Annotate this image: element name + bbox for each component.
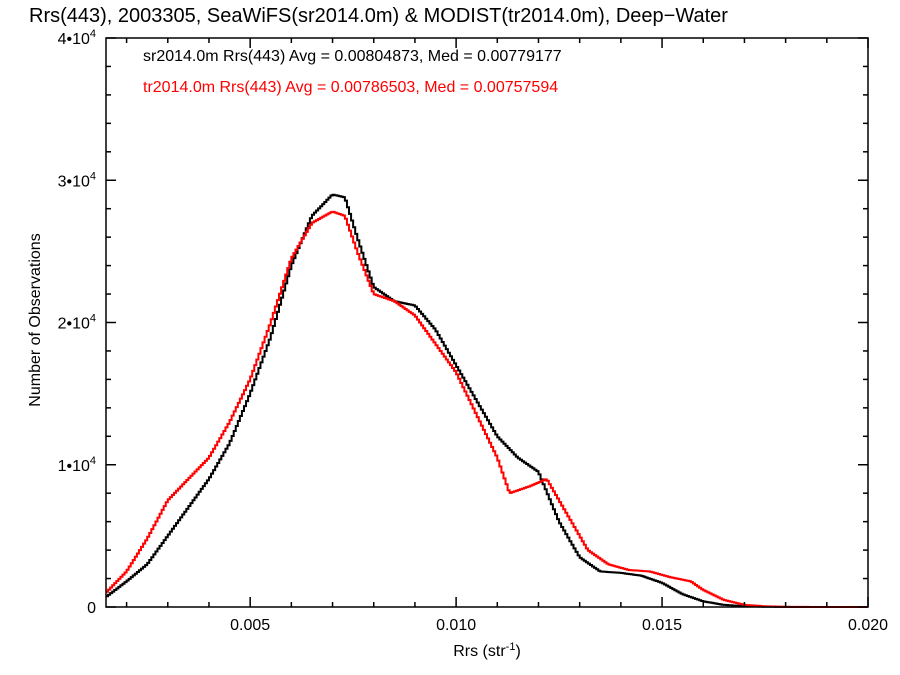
x-axis-label-sup: -1 — [506, 641, 516, 653]
x-tick-label: 0.010 — [436, 617, 476, 634]
y-tick-label: 2•104 — [58, 313, 96, 333]
plot-frame — [105, 37, 869, 608]
x-tick-label: 0.005 — [230, 617, 270, 634]
series-layer — [106, 193, 868, 608]
stat-line-black: sr2014.0m Rrs(443) Avg = 0.00804873, Med… — [143, 48, 562, 65]
y-axis: 0 1•104 2•104 3•104 4•104 — [58, 28, 868, 617]
y-tick-label: 3•104 — [58, 170, 96, 190]
y-axis-label: Number of Observations — [27, 233, 44, 406]
series-line-0 — [106, 193, 868, 608]
x-axis-label-suffix: ) — [515, 643, 520, 660]
y-tick-label: 1•104 — [58, 455, 96, 475]
y-tick-label: 0 — [87, 600, 96, 617]
x-axis-label-main: Rrs (str — [453, 643, 506, 660]
chart-title: Rrs(443), 2003305, SeaWiFS(sr2014.0m) & … — [29, 5, 728, 27]
series-line-1 — [106, 210, 868, 608]
x-axis-label: Rrs (str-1) — [453, 641, 521, 660]
x-tick-label: 0.020 — [848, 617, 888, 634]
x-axis: 0.005 0.010 0.015 0.020 — [125, 38, 888, 634]
y-tick-label: 4•104 — [58, 28, 96, 48]
stat-line-red: tr2014.0m Rrs(443) Avg = 0.00786503, Med… — [143, 79, 558, 96]
x-tick-label: 0.015 — [642, 617, 682, 634]
